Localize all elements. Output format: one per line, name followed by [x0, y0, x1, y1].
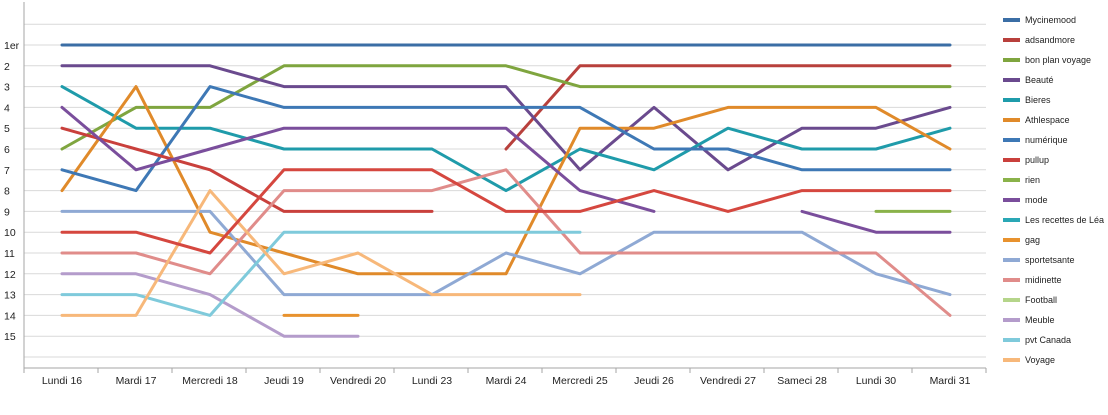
x-tick-label: Lundi 30 — [856, 375, 896, 387]
series-line-segment — [60, 85, 952, 193]
y-tick-label: 6 — [4, 144, 10, 156]
series-meuble — [60, 272, 360, 338]
series-num-rique — [60, 85, 952, 193]
legend-label: Bieres — [1025, 95, 1051, 105]
x-tick-label: Jeudi 26 — [634, 375, 674, 387]
series-line-segment — [60, 168, 952, 255]
series-sportetsante — [60, 209, 952, 297]
series-line-segment — [60, 189, 582, 317]
x-tick-label: Lundi 16 — [42, 375, 82, 387]
series-line-segment — [504, 64, 952, 151]
series-line-segment — [60, 126, 434, 213]
legend-label: Meuble — [1025, 315, 1055, 325]
series-midinette — [60, 168, 952, 317]
series-beaut- — [60, 64, 952, 172]
legend-label: numérique — [1025, 135, 1068, 145]
y-tick-label: 9 — [4, 206, 10, 218]
legend-label: bon plan voyage — [1025, 55, 1091, 65]
legend-label: gag — [1025, 235, 1040, 245]
y-tick-label: 1er — [4, 40, 20, 52]
x-tick-label: Mardi 17 — [116, 375, 157, 387]
y-tick-label: 4 — [4, 102, 10, 114]
y-axis-tick-labels: 1er 2 3 4 5 6 7 8 9 10 11 12 13 14 15 — [4, 40, 20, 343]
y-tick-label: 7 — [4, 165, 10, 177]
legend-label: pullup — [1025, 155, 1049, 165]
legend-label: Les recettes de Léa — [1025, 215, 1104, 225]
y-tick-label: 11 — [4, 248, 15, 260]
x-tick-label: Vendredi 20 — [330, 375, 386, 387]
x-tick-label: Vendredi 27 — [700, 375, 756, 387]
y-tick-label: 13 — [4, 290, 16, 302]
x-tick-label: Lundi 23 — [412, 375, 452, 387]
series-line-segment — [60, 105, 656, 213]
legend-label: mode — [1025, 195, 1048, 205]
x-tick-label: Sameci 28 — [777, 375, 827, 387]
y-tick-label: 8 — [4, 186, 10, 198]
series-bieres — [60, 85, 952, 193]
y-tick-label: 5 — [4, 123, 10, 135]
legend-label: pvt Canada — [1025, 335, 1071, 345]
series-adsandmore — [504, 64, 952, 151]
legend-label: Mycinemood — [1025, 15, 1076, 25]
x-tick-label: Mercredi 25 — [552, 375, 608, 387]
series-line-segment — [60, 85, 952, 193]
series-lines — [60, 43, 952, 338]
series-line-segment — [60, 85, 952, 276]
legend: Mycinemood adsandmore bon plan voyage Beaut… — [1003, 15, 1104, 365]
y-tick-label: 2 — [4, 61, 10, 73]
series-bon-plan-voyage — [60, 64, 952, 151]
series-athlespace — [60, 85, 952, 276]
x-tick-label: Mercredi 18 — [182, 375, 238, 387]
x-tick-label: Mardi 24 — [486, 375, 527, 387]
y-tick-label: 10 — [4, 227, 16, 239]
legend-label: Beauté — [1025, 75, 1054, 85]
series-voyage — [60, 189, 582, 317]
legend-label: rien — [1025, 175, 1040, 185]
series-line-segment — [60, 64, 952, 172]
legend-label: midinette — [1025, 275, 1062, 285]
x-tick-label: Jeudi 19 — [264, 375, 304, 387]
x-axis-tick-labels: Lundi 16 Mardi 17 Mercredi 18 Jeudi 19 Vendr… — [42, 375, 971, 387]
series-pvt-canada — [60, 230, 582, 317]
x-tick-label: Mardi 31 — [930, 375, 971, 387]
axes — [23, 2, 987, 373]
legend-label: Athlespace — [1025, 115, 1070, 125]
series-line-segment — [60, 209, 952, 297]
legend-label: Voyage — [1025, 355, 1055, 365]
y-tick-label: 3 — [4, 82, 10, 94]
series-pullup — [60, 126, 434, 213]
series-mode — [60, 105, 952, 234]
legend-label: adsandmore — [1025, 35, 1075, 45]
legend-label: Football — [1025, 295, 1057, 305]
series-line-segment — [60, 64, 952, 151]
series-line-segment — [60, 168, 952, 317]
legend-label: sportetsante — [1025, 255, 1075, 265]
series-unlabeled — [60, 168, 952, 255]
series-line-segment — [60, 230, 582, 317]
y-tick-label: 14 — [4, 310, 16, 322]
series-line-segment — [60, 272, 360, 338]
y-tick-label: 15 — [4, 331, 16, 343]
series-line-segment — [800, 209, 952, 234]
y-tick-label: 12 — [4, 269, 16, 281]
